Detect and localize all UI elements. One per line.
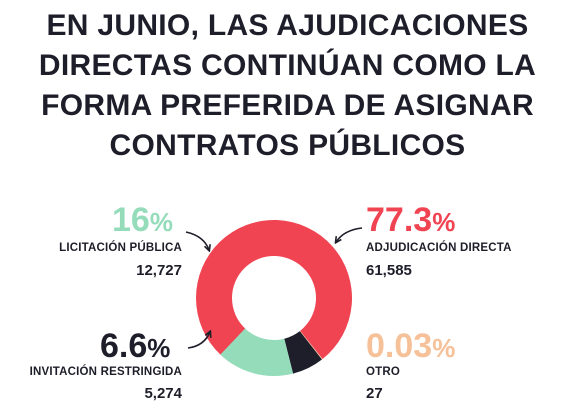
chart-title: EN JUNIO, LAS AJUDICACIONES DIRECTAS CON… (0, 6, 575, 166)
pct-invitacion: 6.6% (100, 327, 171, 365)
label-licitacion: 16% (112, 203, 302, 237)
label-otro: 0.03% (366, 329, 455, 363)
cat-otro: OTRO (366, 366, 401, 378)
cat-invitacion: INVITACIÓN RESTRINGIDA (29, 366, 182, 378)
donut-slices (196, 219, 353, 376)
count-otro: 27 (366, 385, 383, 402)
arrow-adjudicacion (336, 227, 363, 242)
cat-adjudicacion: ADJUDICACIÓN DIRECTA (366, 242, 512, 254)
title-line-4: CONTRATOS PÚBLICOS (109, 129, 466, 162)
label-invitacion: 6.6% (100, 329, 170, 363)
donut-slice-invitaci-n-restringida (284, 331, 322, 374)
donut-slice-adjudicaci-n-directa (196, 219, 353, 360)
title-line-3: FORMA PREFERIDA DE ASIGNAR (41, 89, 534, 122)
donut-slice-otro (299, 330, 323, 360)
count-licitacion: 12,727 (136, 262, 182, 279)
title-line-1: EN JUNIO, LAS AJUDICACIONES (46, 9, 529, 42)
donut-slice-licitaci-n-p-blica (220, 328, 294, 376)
arrow-invitacion (187, 332, 210, 349)
arrow-licitacion (185, 231, 209, 250)
cat-licitacion: LICITACIÓN PÚBLICA (59, 242, 182, 254)
count-adjudicacion: 61,585 (366, 262, 412, 279)
pct-adjudicacion: 77.3% (366, 201, 456, 239)
count-invitacion: 5,274 (144, 385, 182, 402)
title-line-2: DIRECTAS CONTINÚAN COMO LA (38, 49, 537, 82)
pct-otro: 0.03% (366, 327, 456, 365)
pct-licitacion: 16% (112, 201, 173, 239)
label-adjudicacion: 77.3% (366, 203, 455, 237)
